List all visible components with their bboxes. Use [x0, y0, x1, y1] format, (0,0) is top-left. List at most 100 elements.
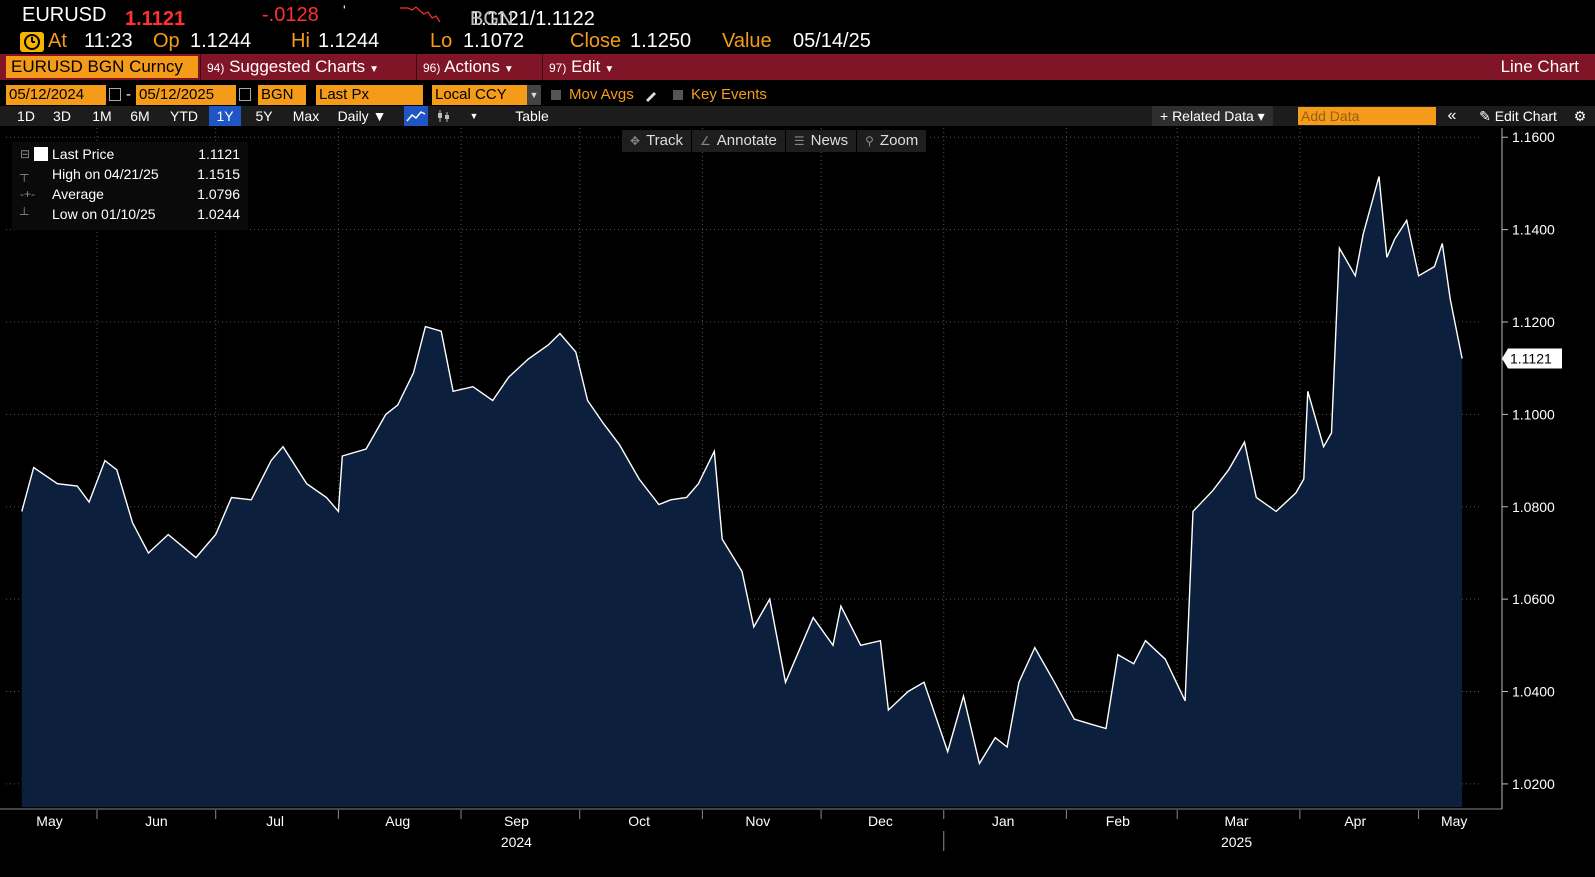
add-data-input[interactable]: Add Data [1298, 107, 1436, 125]
related-data-button[interactable]: + Related Data ▾ [1152, 106, 1273, 126]
period-6m-button[interactable]: 6M [130, 108, 150, 124]
period-1d-button[interactable]: 1D [17, 108, 35, 124]
period-5y-button[interactable]: 5Y [255, 108, 273, 124]
x-tick-label: Nov [745, 813, 770, 829]
calendar-icon[interactable] [239, 88, 251, 101]
x-axis: May Jun Jul Aug Sep Oct Nov Dec Jan Feb Mar Apr May 2… [0, 808, 1502, 851]
y-axis: 1.1600 1.1400 1.1200 1.1000 1.0800 1.0600 1.04… [1501, 128, 1555, 809]
annotate-tool[interactable]: ∠ Annotate [692, 130, 786, 152]
x-tick-label: Jun [145, 813, 168, 829]
zoom-tool[interactable]: ⚲ Zoom [857, 130, 928, 152]
y-tick-label: 1.0200 [1512, 776, 1555, 792]
menu-label: Suggested Charts [229, 57, 366, 76]
chart-settings: 05/12/2024 - 05/12/2025 BGN Last Px Loca… [0, 85, 1595, 105]
open-value: 1.1244 [190, 30, 252, 52]
annotate-icon: ∠ [700, 134, 711, 148]
start-date-field[interactable]: 05/12/2024 [6, 85, 106, 105]
y-tick-label: 1.0600 [1512, 591, 1555, 607]
legend-value: 1.1515 [197, 166, 240, 182]
period-1m-button[interactable]: 1M [92, 108, 112, 124]
series-color-swatch [34, 147, 48, 161]
x-tick-label: Mar [1224, 813, 1248, 829]
period-ytd-button[interactable]: YTD [170, 108, 198, 124]
value-label: Value [722, 30, 772, 52]
pencil-icon: ✎ [1479, 108, 1491, 124]
track-tool[interactable]: ✥ Track [622, 130, 693, 152]
candle-chart-icon[interactable] [432, 106, 456, 126]
menu-label: Actions [444, 57, 500, 76]
gear-icon[interactable]: ⚙ [1573, 108, 1587, 124]
currency-field[interactable]: Local CCY [432, 85, 530, 105]
x-tick-label: May [36, 813, 62, 829]
security-field[interactable]: EURUSD BGN Curncy [6, 56, 198, 78]
news-label: News [810, 132, 849, 149]
collapse-icon[interactable]: ⊟ [20, 147, 31, 161]
mov-avgs-checkbox[interactable] [551, 90, 561, 100]
price-line [21, 176, 1463, 766]
ask-source: BGN [470, 8, 514, 30]
quote-header: EURUSD ↓ 1.1121 -.0128 ' BGN 1.1121/1.11… [0, 0, 1595, 30]
crosshair-icon: ✥ [630, 134, 641, 148]
low-value: 1.1072 [463, 30, 525, 52]
table-button[interactable]: Table [515, 108, 549, 124]
chevron-down-icon[interactable]: ▼ [469, 111, 479, 121]
chevron-down-icon[interactable]: ▼ [527, 85, 541, 105]
quote-details: At 11:23 Op 1.1244 Hi 1.1244 Lo 1.1072 C… [0, 29, 1595, 53]
low-marker-icon: ┴ [20, 207, 29, 221]
function-toolbar: EURUSD BGN Curncy 94) Suggested Charts ▼ … [0, 54, 1595, 80]
menu-number: 96) [423, 61, 441, 75]
x-year-label: 2025 [1221, 834, 1252, 850]
collapse-icon[interactable]: « [1447, 107, 1457, 124]
tick-mark: ' [343, 2, 346, 18]
key-events-checkbox[interactable] [673, 90, 683, 100]
edit-menu[interactable]: 97) Edit ▼ [542, 54, 630, 80]
legend-label: Average [52, 186, 104, 202]
at-value: 11:23 [84, 30, 133, 52]
x-tick-label: Jul [266, 813, 284, 829]
price-field-selector[interactable]: Last Px [316, 85, 423, 105]
chevron-down-icon: ▼ [604, 64, 615, 75]
legend-high: ┬ High on 04/21/25 1.1515 [12, 164, 248, 184]
calendar-icon[interactable] [109, 88, 121, 101]
actions-menu[interactable]: 96) Actions ▼ [416, 54, 540, 80]
news-tool[interactable]: ☰ News [786, 130, 858, 152]
x-tick-label: Feb [1106, 813, 1130, 829]
at-label: At [48, 30, 67, 52]
legend-label: Last Price [52, 146, 115, 162]
price-area-fill [21, 176, 1463, 807]
price-chart[interactable]: 1.1600 1.1400 1.1200 1.1000 1.0800 1.0600 1.04… [0, 128, 1595, 877]
legend-value: 1.0244 [197, 206, 240, 222]
legend-label: Low on 01/10/25 [52, 206, 156, 222]
clock-icon[interactable] [20, 32, 44, 52]
period-max-button[interactable]: Max [292, 108, 320, 124]
period-1y-button[interactable]: 1Y [209, 106, 241, 126]
date-separator: - [126, 86, 131, 103]
line-chart-icon[interactable] [404, 106, 428, 126]
chevron-down-icon: ▼ [503, 64, 514, 75]
suggested-charts-menu[interactable]: 94) Suggested Charts ▼ [200, 54, 414, 80]
legend-value: 1.0796 [197, 186, 240, 202]
sparkline-icon [400, 6, 441, 23]
pencil-icon[interactable] [644, 88, 658, 102]
x-tick-label: Apr [1344, 813, 1366, 829]
chart-type-title: Line Chart [1500, 57, 1579, 76]
frequency-dropdown[interactable]: Daily ▼ [337, 108, 387, 124]
bid-source: BGN [470, 8, 514, 30]
close-value: 1.1250 [630, 30, 692, 52]
menu-label: Edit [571, 57, 601, 76]
edit-chart-button[interactable]: ✎ Edit Chart [1466, 106, 1570, 126]
period-3d-button[interactable]: 3D [53, 108, 71, 124]
legend-low: ┴ Low on 01/10/25 1.0244 [12, 204, 248, 224]
end-date-field[interactable]: 05/12/2025 [136, 85, 236, 105]
chart-legend[interactable]: ⊟ Last Price 1.1121 ┬ High on 04/21/25 1… [12, 142, 248, 230]
low-label: Lo [430, 30, 453, 52]
chevron-down-icon: ▼ [369, 64, 380, 75]
menu-number: 94) [207, 61, 225, 75]
key-events-label: Key Events [691, 86, 767, 103]
high-marker-icon: ┬ [20, 167, 29, 181]
zoom-icon: ⚲ [865, 134, 874, 148]
source-field[interactable]: BGN [258, 85, 306, 105]
y-tick-label: 1.0400 [1512, 684, 1555, 700]
x-year-label: 2024 [501, 834, 532, 850]
track-label: Track [646, 132, 684, 149]
